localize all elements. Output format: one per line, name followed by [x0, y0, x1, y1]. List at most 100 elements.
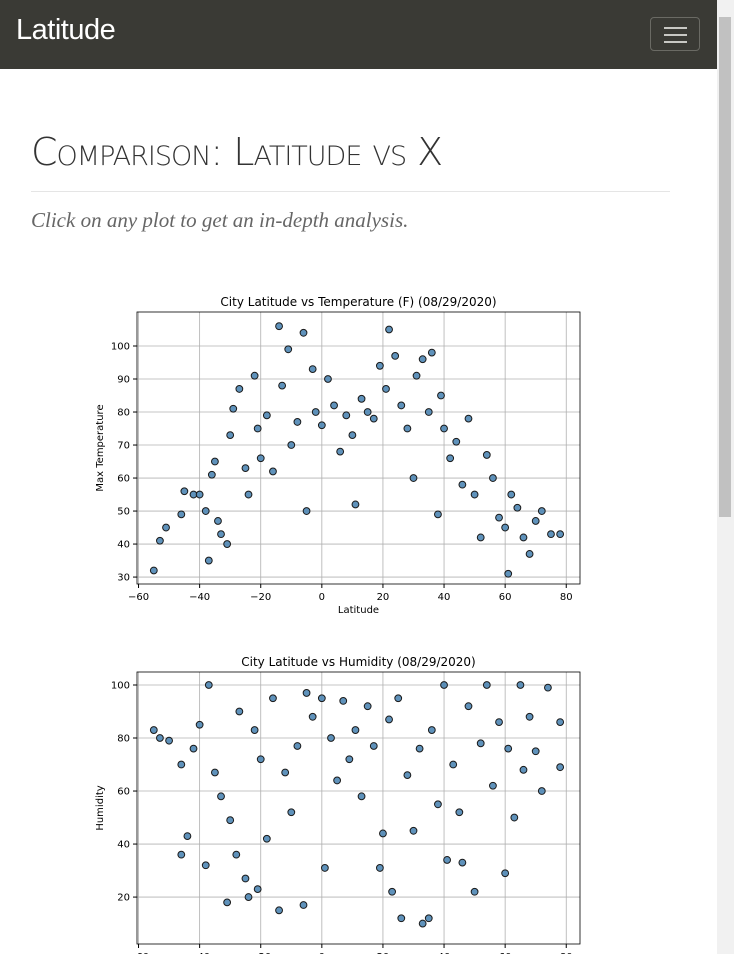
scatter-point [531, 517, 540, 525]
scatter-point [317, 694, 326, 703]
scatter-point [211, 457, 219, 466]
scatter-point [223, 898, 232, 907]
scatter-point [269, 467, 277, 476]
scatter-point [189, 744, 198, 753]
scatter-point [409, 826, 418, 835]
scatter-point [253, 885, 262, 894]
scatter-point [409, 474, 418, 482]
scatter-point [382, 385, 390, 393]
scatter-point [418, 919, 427, 928]
scatter-point [397, 914, 406, 923]
menu-toggle[interactable] [650, 17, 700, 51]
y-tick-label: 30 [117, 573, 130, 584]
scatter-point [244, 490, 253, 499]
scatter-point [211, 768, 219, 777]
scatter-point [357, 394, 366, 403]
scatter-point [516, 681, 525, 689]
scatter-point [180, 487, 189, 496]
y-tick-label: 40 [117, 540, 130, 551]
scatter-point [513, 503, 522, 512]
scatter-point [525, 550, 534, 558]
scatter-point [363, 408, 372, 416]
brand[interactable]: Latitude [16, 14, 116, 46]
scatter-point [375, 864, 384, 872]
scatter-point [177, 850, 186, 859]
scatter-point [253, 424, 262, 433]
scatter-point [482, 681, 491, 689]
scatter-point [201, 861, 210, 870]
scatter-point [424, 408, 433, 416]
scatter-point [177, 760, 186, 769]
scatter-point [308, 365, 317, 374]
scatter-point [556, 718, 565, 727]
scatter-point [507, 490, 516, 499]
x-tick-label: −20 [250, 952, 271, 954]
scatter-point [443, 856, 452, 864]
scatter-point [262, 411, 271, 420]
scatter-point [302, 689, 311, 697]
charts: −60 −40 −20 0 20 40 60 80 30 40 50 60 70 80 90 100 City … [95, 295, 581, 954]
scatter-point [232, 850, 241, 859]
scatter-point [201, 507, 210, 515]
y-axis-label: Humidity [95, 785, 106, 830]
y-tick-label: 90 [117, 375, 130, 386]
scatter-point [427, 348, 436, 357]
chart-title: City Latitude vs Humidity (08/29/2020) [241, 655, 475, 669]
chart-title: City Latitude vs Temperature (F) (08/29/… [220, 295, 496, 309]
scatter-point [275, 322, 283, 331]
x-tick-label: 20 [377, 592, 390, 603]
y-tick-label: 60 [117, 787, 130, 798]
chart[interactable]: −60 −40 −20 0 20 40 60 80 20 40 60 80 100 City Latitu… [95, 655, 581, 954]
scatter-point [504, 744, 513, 753]
x-tick-label: 80 [560, 952, 573, 954]
scatter-point [165, 736, 173, 745]
y-tick-label: 80 [117, 408, 130, 419]
scatter-point [278, 381, 287, 390]
scatter-point [183, 832, 192, 841]
scatter-point [489, 781, 497, 790]
scatter-point [226, 431, 235, 440]
scatter-point [501, 523, 510, 532]
scrollbar-thumb[interactable] [719, 17, 731, 517]
x-tick-label: 40 [438, 592, 451, 603]
scatter-point [302, 507, 311, 515]
scatter-point [440, 681, 448, 689]
scatter-point [217, 792, 225, 801]
scatter-point [275, 906, 283, 915]
scatter-point [458, 858, 467, 867]
plot-frame [136, 671, 581, 945]
scatter-point [525, 712, 534, 721]
scatter-point [177, 510, 186, 519]
scatter-point [403, 424, 412, 433]
plot-frame [136, 311, 581, 585]
x-tick-label: 0 [319, 952, 325, 954]
chart[interactable]: −60 −40 −20 0 20 40 60 80 30 40 50 60 70 80 90 100 City … [95, 295, 581, 616]
scatter-point [452, 437, 461, 446]
scatter-point [281, 768, 290, 777]
scatter-point [333, 776, 342, 785]
scatter-point [235, 707, 244, 716]
scatter-point [156, 536, 164, 545]
scatter-point [464, 702, 473, 711]
scatter-point [547, 530, 555, 539]
scatter-point [556, 530, 565, 539]
scatter-point [311, 408, 320, 416]
scatter-point [391, 352, 400, 360]
x-tick-label: −40 [189, 592, 210, 603]
scatter-point [446, 454, 455, 463]
scatter-point [204, 556, 213, 565]
scatter-point [375, 361, 384, 370]
y-tick-label: 20 [117, 893, 130, 904]
scatter-point [217, 530, 225, 539]
scatter-point [357, 792, 366, 801]
y-tick-label: 60 [117, 474, 130, 485]
scatter-point [327, 734, 335, 742]
scatter-point [369, 414, 378, 423]
scrollbar[interactable] [717, 0, 734, 954]
scatter-point [293, 418, 302, 426]
scatter-point [544, 683, 552, 692]
scatter-point [476, 739, 485, 748]
scatter-point [537, 787, 546, 795]
scatter-point [345, 755, 354, 764]
